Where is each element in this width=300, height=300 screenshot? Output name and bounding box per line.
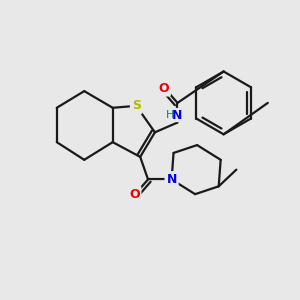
Text: S: S: [132, 99, 141, 112]
Text: N: N: [172, 109, 183, 122]
Text: N: N: [167, 173, 177, 186]
Text: H: H: [165, 110, 174, 120]
Text: O: O: [158, 82, 169, 95]
Text: O: O: [129, 188, 140, 201]
